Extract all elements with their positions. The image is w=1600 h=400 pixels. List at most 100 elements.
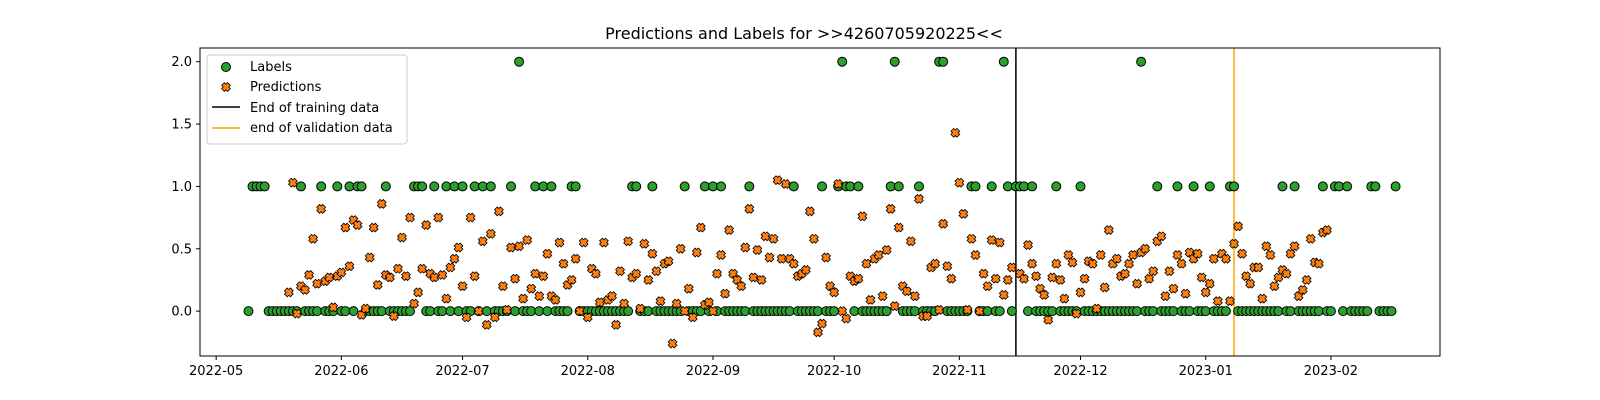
predictions-series bbox=[283, 127, 1332, 349]
prediction-point bbox=[716, 250, 727, 260]
prediction-point bbox=[663, 256, 674, 267]
prediction-point bbox=[1119, 268, 1130, 279]
prediction-point bbox=[1196, 272, 1207, 283]
prediction-point bbox=[744, 203, 755, 214]
prediction-point bbox=[1091, 303, 1102, 314]
prediction-point bbox=[554, 237, 565, 248]
label-point bbox=[1289, 181, 1300, 192]
prediction-point bbox=[364, 252, 375, 263]
prediction-point bbox=[1261, 241, 1272, 252]
prediction-point bbox=[429, 272, 440, 283]
prediction-point bbox=[615, 266, 626, 277]
prediction-point bbox=[1079, 273, 1090, 284]
prediction-point bbox=[647, 248, 658, 259]
prediction-point bbox=[994, 237, 1005, 248]
prediction-point bbox=[623, 236, 634, 247]
prediction-point bbox=[1321, 225, 1332, 236]
reference-lines bbox=[1015, 48, 1235, 356]
prediction-point bbox=[1305, 233, 1316, 244]
label-point bbox=[893, 181, 904, 192]
prediction-point bbox=[1156, 231, 1167, 242]
prediction-point bbox=[671, 298, 682, 309]
label-point bbox=[853, 181, 864, 192]
prediction-point bbox=[1111, 253, 1122, 264]
prediction-point bbox=[905, 236, 916, 247]
prediction-point bbox=[437, 269, 448, 280]
prediction-point bbox=[841, 313, 852, 324]
x-tick-label: 2023-01 bbox=[1179, 364, 1233, 379]
x-tick-label: 2022-12 bbox=[1053, 364, 1107, 379]
prediction-point bbox=[388, 311, 399, 322]
prediction-point bbox=[881, 245, 892, 255]
x-tick-label: 2022-10 bbox=[807, 364, 861, 379]
label-point bbox=[562, 306, 573, 317]
legend-training-text: End of training data bbox=[250, 101, 379, 116]
prediction-point bbox=[635, 303, 646, 314]
label-point bbox=[356, 181, 367, 192]
prediction-point bbox=[675, 243, 686, 254]
label-point bbox=[881, 306, 892, 317]
label-point bbox=[647, 181, 658, 192]
prediction-point bbox=[497, 281, 508, 292]
prediction-point bbox=[582, 312, 593, 323]
prediction-point bbox=[958, 208, 969, 219]
prediction-point bbox=[712, 268, 722, 279]
prediction-point bbox=[518, 293, 529, 304]
prediction-point bbox=[707, 306, 718, 317]
label-point bbox=[1390, 181, 1401, 192]
prediction-point bbox=[328, 302, 339, 313]
prediction-point bbox=[873, 250, 884, 260]
prediction-point bbox=[768, 233, 779, 244]
prediction-point bbox=[558, 258, 569, 269]
label-point bbox=[570, 181, 581, 192]
prediction-point bbox=[481, 319, 492, 330]
prediction-point bbox=[703, 297, 714, 308]
prediction-point bbox=[405, 212, 415, 223]
y-axis: 0.0 0.5 1.0 1.5 2.0 bbox=[171, 55, 200, 320]
label-point bbox=[380, 181, 391, 192]
prediction-point bbox=[643, 274, 654, 285]
legend-box bbox=[206, 54, 408, 145]
prediction-point bbox=[611, 319, 621, 330]
prediction-point bbox=[1124, 258, 1134, 269]
prediction-point bbox=[506, 242, 516, 253]
prediction-point bbox=[998, 289, 1009, 300]
label-point bbox=[405, 306, 416, 317]
prediction-point bbox=[477, 236, 488, 247]
prediction-point bbox=[978, 268, 989, 279]
prediction-point bbox=[401, 271, 411, 282]
plot-frame bbox=[199, 47, 1441, 357]
label-point bbox=[1220, 306, 1231, 317]
prediction-point bbox=[542, 248, 553, 259]
label-point bbox=[316, 181, 327, 192]
prediction-point bbox=[1269, 281, 1280, 292]
label-point bbox=[889, 56, 900, 67]
prediction-point bbox=[1031, 271, 1042, 282]
label-point bbox=[1188, 181, 1199, 192]
prediction-point bbox=[760, 231, 771, 242]
prediction-point bbox=[453, 242, 464, 253]
prediction-point bbox=[687, 312, 698, 323]
prediction-point bbox=[1002, 274, 1013, 285]
prediction-point bbox=[1237, 248, 1248, 259]
label-point bbox=[259, 181, 270, 192]
prediction-point bbox=[893, 222, 904, 233]
prediction-point bbox=[1257, 293, 1268, 304]
prediction-point bbox=[445, 262, 456, 273]
prediction-point bbox=[304, 269, 315, 280]
prediction-point bbox=[922, 311, 933, 322]
prediction-point bbox=[510, 273, 521, 284]
prediction-point bbox=[1095, 250, 1106, 260]
prediction-point bbox=[1245, 278, 1256, 289]
prediction-point bbox=[857, 211, 868, 222]
prediction-point bbox=[1220, 253, 1231, 264]
prediction-point bbox=[421, 220, 432, 231]
prediction-point bbox=[1281, 268, 1292, 279]
label-point bbox=[913, 181, 924, 192]
x-tick-label: 2022-08 bbox=[561, 364, 615, 379]
label-point bbox=[744, 181, 755, 192]
y-tick-label: 2.0 bbox=[171, 55, 192, 70]
prediction-point bbox=[667, 338, 678, 349]
prediction-point bbox=[1006, 262, 1017, 273]
prediction-point bbox=[833, 178, 844, 189]
